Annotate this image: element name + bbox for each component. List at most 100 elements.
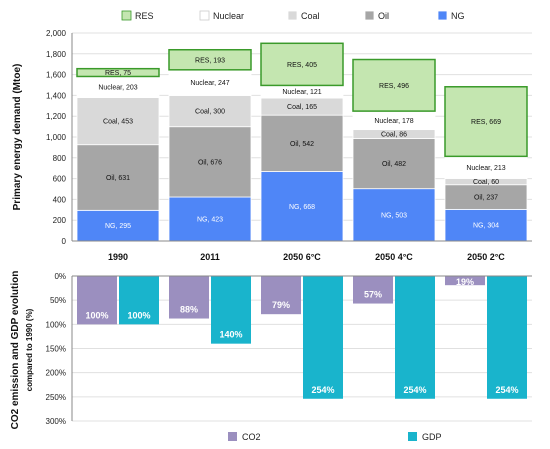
bar-segment-ng-2011 [168, 196, 252, 242]
top-y-tick-label: 1,600 [46, 71, 67, 80]
legend-swatch-nuclear [199, 10, 210, 21]
top-y-axis-label: Primary energy demand (Mtoe) [12, 64, 23, 211]
top-y-tick-label: 1,800 [46, 50, 67, 59]
top-stacked-bars: NG, 295 Oil, 631 Coal, 453 Nuclear, 203 RES,… [76, 42, 528, 242]
top-y-tick-label: 400 [53, 195, 67, 204]
bar-co2-2050-4-c [353, 276, 393, 304]
bar-segment-oil-2050-6-c [260, 114, 344, 172]
legend-label-res: RES [135, 11, 154, 21]
bottom-legend: CO2 GDP [228, 432, 442, 442]
bar-label-gdp-2050-2-c: 254% [495, 385, 518, 395]
legend-label-co2: CO2 [242, 432, 261, 442]
bar-label-gdp-2050-6-c: 254% [311, 385, 334, 395]
top-y-tick-label: 200 [53, 216, 67, 225]
bar-segment-res-2050-4-c [352, 58, 436, 112]
category-labels: 1990 2011 2050 6°C 2050 4°C 2050 2°C [108, 252, 505, 262]
bar-segment-res-2011 [168, 48, 252, 71]
legend-label-ng: NG [451, 11, 465, 21]
bar-co2-2050-6-c [261, 276, 301, 315]
legend-swatch-res [121, 10, 132, 21]
legend-label-oil: Oil [378, 11, 389, 21]
bar-label-nuclear-1990: Nuclear, 203 [98, 85, 137, 92]
bar-co2-1990 [77, 276, 117, 325]
bar-label-nuclear-2011: Nuclear, 247 [190, 80, 229, 87]
bar-label-co2-2011: 88% [180, 305, 198, 315]
bottom-y-ticks: 0% 50% 100% 150% 200% 250% 300% [46, 272, 66, 426]
bar-segment-res-2050-6-c [260, 42, 344, 87]
bar-label-res-2050-4-c: RES, 496 [379, 83, 409, 90]
bar-gdp-2011 [211, 276, 251, 344]
bar-co2-2011 [169, 276, 209, 319]
bar-label-nuclear-2050-2-c: Nuclear, 213 [466, 165, 505, 172]
bar-label-nuclear-2050-4-c: Nuclear, 178 [374, 118, 413, 125]
bottom-y-tick-label: 100% [46, 320, 66, 329]
bar-segment-coal-2011 [168, 95, 252, 128]
legend-label-coal: Coal [301, 11, 320, 21]
bottom-y-axis-label: CO2 emission and GDP evolution [10, 271, 21, 430]
bar-label-gdp-1990: 100% [127, 310, 150, 320]
top-y-ticks: 0 200 400 600 800 1,000 1,200 1,400 1,600 1,800 2,… [46, 29, 67, 246]
bottom-y-tick-label: 150% [46, 345, 66, 354]
bar-gdp-2050-2-c [487, 276, 527, 399]
bar-label-ng-2050-2-c: NG, 304 [473, 223, 499, 230]
bar-label-oil-2011: Oil, 676 [198, 159, 222, 166]
bottom-y-tick-label: 300% [46, 417, 66, 426]
top-y-tick-label: 800 [53, 154, 67, 163]
bar-label-coal-2050-4-c: Coal, 86 [381, 132, 407, 139]
legend-swatch-co2 [228, 432, 237, 441]
category-label-1990: 1990 [108, 252, 128, 262]
bar-label-ng-1990: NG, 295 [105, 223, 131, 230]
bar-label-co2-1990: 100% [85, 310, 108, 320]
bar-segment-ng-2050-4-c [352, 188, 436, 242]
bar-label-co2-2050-2-c: 19% [456, 277, 474, 287]
bar-label-ng-2011: NG, 423 [197, 217, 223, 224]
bar-label-co2-2050-6-c: 79% [272, 300, 290, 310]
bar-label-co2-2050-4-c: 57% [364, 290, 382, 300]
category-label-2011: 2011 [200, 252, 220, 262]
bar-segment-ng-2050-2-c [444, 208, 528, 242]
legend-swatch-oil [364, 10, 375, 21]
bar-label-oil-2050-6-c: Oil, 542 [290, 141, 314, 148]
bar-segment-oil-2050-4-c [352, 138, 436, 190]
bar-segment-oil-1990 [76, 144, 160, 211]
bottom-y-tick-label: 0% [54, 272, 66, 281]
bar-segment-ng-2050-6-c [260, 171, 344, 242]
bar-label-nuclear-2050-6-c: Nuclear, 121 [282, 89, 321, 96]
bar-label-ng-2050-4-c: NG, 503 [381, 212, 407, 219]
category-label-2050-4-c: 2050 4°C [375, 252, 413, 262]
bottom-y-tick-label: 250% [46, 393, 66, 402]
top-legend: RES Nuclear Coal Oil NG [121, 10, 465, 21]
bar-segment-nuclear-2011 [168, 69, 252, 96]
bar-label-coal-2050-2-c: Coal, 60 [473, 179, 499, 186]
bar-label-coal-1990: Coal, 453 [103, 119, 133, 126]
bar-label-coal-2050-6-c: Coal, 165 [287, 104, 317, 111]
category-label-2050-2-c: 2050 2°C [467, 252, 505, 262]
bar-label-res-2011: RES, 193 [195, 57, 225, 64]
bar-label-oil-2050-4-c: Oil, 482 [382, 161, 406, 168]
bar-gdp-2050-4-c [395, 276, 435, 399]
top-y-tick-label: 1,400 [46, 91, 67, 100]
bar-segment-res-2050-2-c [444, 86, 528, 158]
bar-label-coal-2011: Coal, 300 [195, 109, 225, 116]
top-y-tick-label: 0 [62, 237, 67, 246]
bottom-bars: 100% 100% 88% 140% 79% 254% 57% 254% 19% 254% [77, 276, 527, 399]
bottom-y-axis-sublabel: compared to 1990 (%) [25, 308, 34, 391]
category-label-2050-6-c: 2050 6°C [283, 252, 321, 262]
bar-label-res-2050-2-c: RES, 669 [471, 119, 501, 126]
legend-label-gdp: GDP [422, 432, 442, 442]
legend-label-nuclear: Nuclear [213, 11, 244, 21]
bar-segment-res-1990 [76, 67, 160, 78]
legend-swatch-gdp [408, 432, 417, 441]
bar-segment-oil-2011 [168, 126, 252, 198]
bar-label-res-2050-6-c: RES, 405 [287, 62, 317, 69]
bottom-y-tick-label: 200% [46, 369, 66, 378]
top-y-tick-label: 1,200 [46, 112, 67, 121]
bar-gdp-2050-6-c [303, 276, 343, 399]
bar-label-oil-2050-2-c: Oil, 237 [474, 195, 498, 202]
bar-co2-2050-2-c [445, 276, 485, 286]
top-y-tick-label: 2,000 [46, 29, 67, 38]
bottom-y-tick-label: 50% [50, 296, 66, 305]
bar-label-ng-2050-6-c: NG, 668 [289, 204, 315, 211]
bar-label-oil-1990: Oil, 631 [106, 175, 130, 182]
